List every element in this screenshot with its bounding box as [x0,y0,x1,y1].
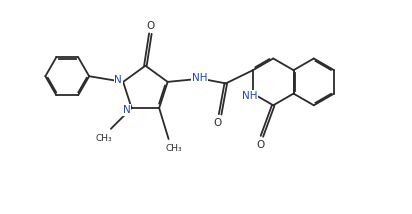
Text: O: O [146,21,154,31]
Text: O: O [213,118,221,128]
Text: NH: NH [192,73,207,83]
Text: NH: NH [242,91,258,101]
Text: CH₃: CH₃ [96,134,112,143]
Text: CH₃: CH₃ [165,144,182,153]
Text: O: O [257,140,265,150]
Text: N: N [123,105,131,115]
Text: N: N [114,75,122,85]
